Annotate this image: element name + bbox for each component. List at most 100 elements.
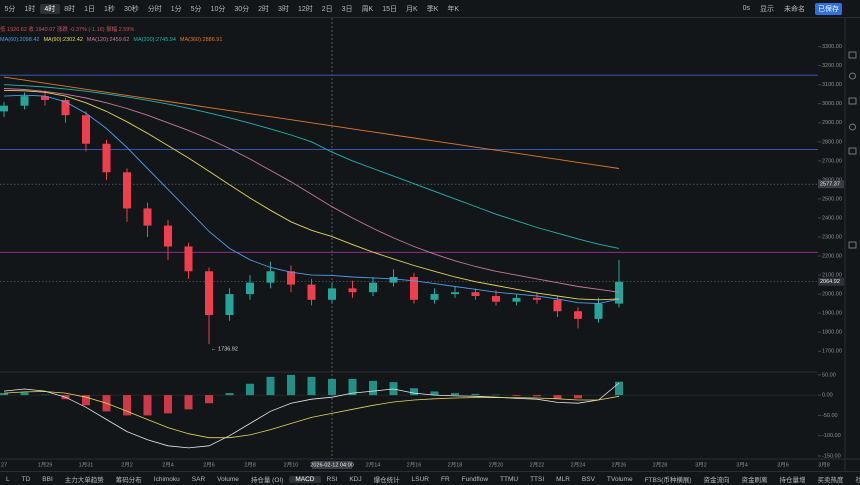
- x-tick-label: 2月14: [366, 461, 381, 468]
- y-tick-label: 3100.00: [822, 82, 842, 88]
- interval-button[interactable]: 1秒: [104, 5, 115, 13]
- interval-button[interactable]: 8时: [64, 5, 76, 13]
- interval-button[interactable]: 15日: [382, 5, 398, 13]
- toolbar-item[interactable]: 未命名: [784, 5, 805, 13]
- interval-button[interactable]: 3时: [278, 5, 289, 13]
- indicator-tab[interactable]: BBI: [42, 475, 53, 483]
- indicator-tab[interactable]: FTBS(币种横展): [644, 477, 692, 484]
- x-tick-label: 3月8: [818, 461, 830, 468]
- plot-front: [3, 76, 620, 449]
- indicator-tab[interactable]: TD: [21, 475, 31, 483]
- macd-bar: [123, 395, 131, 416]
- indicator-tab[interactable]: 持仓量 (OI): [250, 477, 284, 484]
- interval-button[interactable]: 1日: [84, 5, 96, 13]
- icon[interactable]: [848, 241, 857, 249]
- interval-button[interactable]: 年K: [447, 5, 460, 13]
- macd-bar: [615, 381, 623, 396]
- x-tick-label: 2月6: [203, 461, 215, 468]
- price-tag-box: [818, 277, 844, 286]
- indicator-tab[interactable]: MACD: [289, 475, 321, 483]
- x-tick-label: 2月8: [244, 461, 256, 468]
- interval-button[interactable]: 月K: [406, 5, 418, 13]
- candle-body: [164, 225, 172, 247]
- interval-button[interactable]: 12时: [297, 5, 313, 13]
- interval-button[interactable]: 分时: [147, 5, 162, 13]
- candle-body: [61, 99, 70, 116]
- x-tick-label: 1月29: [38, 461, 53, 468]
- indicator-tab[interactable]: FR: [440, 475, 450, 483]
- indicator-tab[interactable]: LSUR: [411, 475, 429, 483]
- indicator-tab[interactable]: 社区指标: [855, 477, 860, 484]
- x-tick-label: 2月18: [448, 461, 463, 468]
- x-tick-label: 2月16: [407, 461, 422, 468]
- indicator-tab[interactable]: SAR: [191, 475, 206, 483]
- macd-bar: [225, 393, 234, 396]
- interval-button[interactable]: 30分: [234, 5, 250, 13]
- toolbar-item[interactable]: 显示: [760, 5, 774, 13]
- interval-button[interactable]: 5分: [4, 5, 16, 13]
- interval-button[interactable]: 4时: [39, 3, 60, 14]
- x-tick-label: 2月4: [162, 461, 174, 468]
- macd-bar: [451, 393, 459, 396]
- toolbar-item[interactable]: 0s: [742, 5, 750, 12]
- macd-bar: [20, 392, 29, 396]
- indicator-tab[interactable]: BSV: [581, 475, 595, 483]
- y-tick-label: 3300.00: [822, 44, 842, 50]
- icon[interactable]: [848, 147, 857, 155]
- interval-button[interactable]: 10分: [210, 5, 226, 13]
- interval-button[interactable]: 30秒: [123, 5, 139, 13]
- ma-legend: MA(60):2098.42 MA(90):2302.42 MA(120):2459…: [0, 37, 222, 43]
- indicator-tab[interactable]: KDJ: [349, 475, 362, 483]
- indicator-tab[interactable]: 筹码分布: [115, 477, 142, 484]
- indicator-tab[interactable]: MLR: [556, 475, 570, 483]
- x-tick-label: 1月31: [79, 461, 94, 468]
- interval-button[interactable]: 季K: [426, 5, 439, 13]
- indicator-tab[interactable]: 持仓量增: [779, 477, 806, 484]
- y-tick-label: 1800.00: [822, 330, 842, 336]
- indicator-tab[interactable]: TVolume: [606, 475, 633, 483]
- icon[interactable]: [848, 97, 857, 105]
- x-tick-label: 2月24: [571, 461, 586, 468]
- crosshair-date-box: [312, 461, 352, 469]
- indicator-tab[interactable]: Fundflow: [461, 475, 489, 483]
- indicator-tab[interactable]: RSI: [326, 475, 338, 483]
- icon[interactable]: [849, 72, 856, 80]
- indicator-tab[interactable]: TTSI: [530, 475, 545, 483]
- indicator-tab[interactable]: 资金刷离: [741, 477, 768, 484]
- icon[interactable]: [848, 51, 857, 59]
- icon[interactable]: [849, 123, 856, 131]
- indicator-tab[interactable]: 资金流向: [703, 477, 730, 484]
- indicator-tab[interactable]: 爆仓统计: [373, 477, 400, 484]
- y-tick-label: 2000.00: [822, 292, 842, 298]
- x-tick-label: 2月22: [530, 461, 545, 468]
- y-tick-label: 2700.00: [822, 158, 842, 164]
- indicator-tab[interactable]: TTMU: [500, 475, 519, 483]
- interval-button[interactable]: 5分: [190, 5, 202, 13]
- macd-bar: [0, 393, 8, 396]
- indicator-tab[interactable]: Volume: [217, 475, 239, 483]
- indicator-tab[interactable]: Ichimoku: [153, 475, 180, 483]
- macd-bar: [205, 395, 213, 404]
- interval-button[interactable]: 周K: [361, 5, 374, 13]
- indicator-tab[interactable]: 买卖热度: [817, 477, 844, 484]
- price-tag-box: [818, 180, 844, 189]
- interval-button[interactable]: 3日: [341, 5, 353, 13]
- macd-bar: [246, 383, 254, 396]
- interval-button[interactable]: 1时: [24, 5, 36, 13]
- interval-button[interactable]: 2日: [321, 5, 333, 13]
- interval-button[interactable]: 2时: [258, 5, 270, 13]
- indicator-tab[interactable]: 主力大单趋势: [64, 477, 104, 484]
- ma-line: [3, 382, 620, 449]
- toolbar-item[interactable]: 已保存: [815, 2, 842, 15]
- y-tick-label: -50.00: [822, 413, 838, 419]
- y-tick-label: 2400.00: [822, 215, 842, 221]
- x-tick-label: 2月28: [653, 461, 668, 468]
- indicator-tab[interactable]: L: [6, 475, 10, 483]
- candle-body: [369, 282, 377, 293]
- sidebar-icons[interactable]: [848, 51, 857, 249]
- candle-body: [246, 282, 254, 295]
- interval-button[interactable]: 1分: [170, 5, 182, 13]
- x-tick-label: 3月4: [736, 461, 748, 468]
